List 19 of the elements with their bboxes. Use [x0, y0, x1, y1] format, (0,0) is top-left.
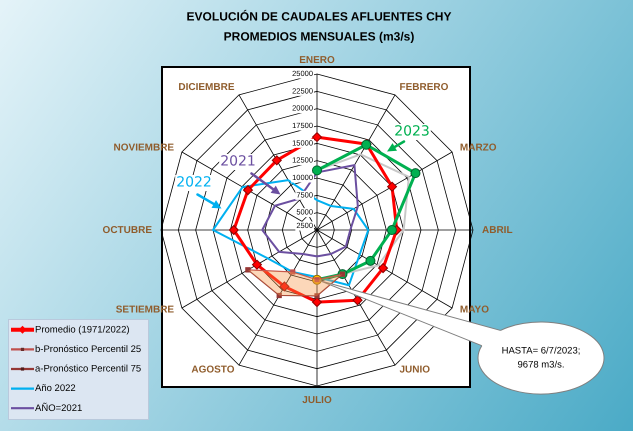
legend-label: AÑO=2021 [35, 402, 82, 414]
spoke-label: OCTUBRE [102, 224, 152, 236]
text: 2023 [394, 124, 430, 140]
chart-title: EVOLUCIÓN DE CAUDALES AFLUENTES CHY [186, 9, 452, 24]
spoke-label: AGOSTO [191, 364, 235, 376]
spoke-label: JUNIO [400, 364, 430, 376]
text: 2022 [176, 174, 212, 191]
spoke-label: JULIO [302, 394, 332, 406]
legend-label: Promedio (1971/2022) [35, 324, 130, 336]
spoke-label: ABRIL [482, 224, 513, 236]
spoke-label: ENERO [299, 54, 335, 66]
spoke-label: FEBRERO [400, 82, 449, 93]
legend-label: b-Pronóstico Percentil 25 [35, 344, 142, 356]
spoke-label: DICIEMBRE [178, 82, 235, 93]
text: HASTA= 6/7/2023; 9678 m3/s. [502, 346, 580, 371]
legend-label: a-Pronóstico Percentil 75 [35, 364, 142, 375]
legend-label: Año 2022 [35, 383, 76, 394]
chart-subtitle: PROMEDIOS MENSUALES (m3/s) [224, 29, 414, 44]
text: 2021 [220, 154, 256, 170]
